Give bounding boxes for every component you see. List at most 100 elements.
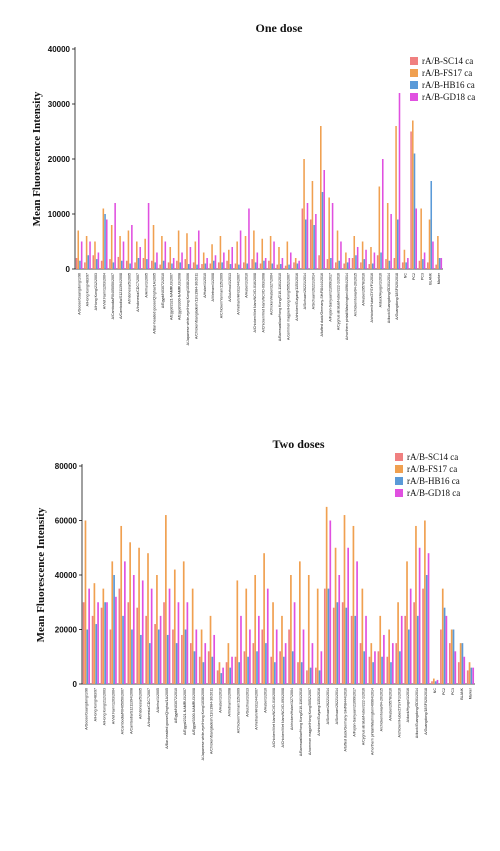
one-dose-x-tick-label: A/Barnswallow/Hong Kong/D10-1161/2010 <box>278 273 282 341</box>
two-doses-bar <box>177 602 180 684</box>
two-doses-bar <box>341 602 344 684</box>
one-dose-bar <box>77 230 80 269</box>
one-dose-bar <box>159 264 161 269</box>
one-dose-x-tick-label: A/Cambodia/R0405050/2007 <box>111 273 115 319</box>
one-dose-bar <box>121 260 123 269</box>
one-dose-bar <box>437 236 439 269</box>
two-doses-x-tick-label: A/Guangdong/18SF020/2018 <box>424 688 428 735</box>
two-doses-bar <box>266 588 269 684</box>
two-doses-bar <box>461 643 464 684</box>
one-dose-bar <box>129 263 131 269</box>
one-dose-bar <box>251 259 253 269</box>
one-dose-bar <box>363 259 366 269</box>
one-dose-x-tick-label: A/Indonesia/5/2005 <box>128 273 132 304</box>
one-dose-bar <box>410 131 412 269</box>
one-dose-bar <box>177 230 180 269</box>
one-dose-bar <box>423 252 426 269</box>
one-dose-bar <box>289 252 292 269</box>
one-dose-bar <box>390 214 392 269</box>
two-doses-bar <box>425 575 428 684</box>
two-doses-bar <box>307 575 310 684</box>
one-dose-bar <box>438 258 441 269</box>
one-dose-bar <box>187 264 190 269</box>
two-doses-y-axis-label: Mean Fluorescence Intensity <box>35 507 47 642</box>
two-doses-bar <box>198 656 201 684</box>
one-dose-bar <box>136 241 138 269</box>
two-doses-bar <box>270 656 273 684</box>
one-dose-bar <box>336 230 339 269</box>
two-doses-bar <box>275 629 278 684</box>
one-dose-x-tick-label: A/Egypt/3300-NAMRU3/2008 <box>178 273 182 320</box>
two-doses-bar <box>315 667 317 684</box>
two-doses-bar <box>231 656 233 684</box>
two-doses-bar <box>431 681 433 684</box>
two-doses-bar <box>229 667 232 684</box>
two-doses-bar <box>265 643 267 684</box>
two-doses-bar <box>359 643 362 684</box>
two-doses-x-tick-label: A/Hubei/1/2010 <box>263 688 267 713</box>
one-dose-x-tick-label: A/Hong Kong/483/97 <box>86 273 90 306</box>
one-dose-bar <box>102 208 105 269</box>
two-doses-bar <box>181 634 183 684</box>
two-doses-bar <box>213 634 216 684</box>
one-dose-bar <box>238 264 240 269</box>
two-doses-legend-swatch <box>395 465 403 473</box>
two-doses-x-tick-label: A/Japanese white-eye/Hong Kong/1038/2006 <box>201 688 205 760</box>
two-doses-bar <box>290 575 292 684</box>
one-dose-x-tick-label: A/chicken/Hubei/327/2004 <box>270 273 274 315</box>
two-doses-bar <box>109 629 112 684</box>
two-doses-bar <box>148 643 151 684</box>
one-dose-bar <box>376 255 379 269</box>
two-doses-x-tick-label: A/Cambodia/S1211394/2008 <box>129 688 133 734</box>
one-dose-bar <box>385 259 387 269</box>
one-dose-bar <box>152 225 155 269</box>
two-doses-x-tick-label: Marker <box>469 687 473 699</box>
one-dose-bar <box>318 255 320 269</box>
one-dose-x-tick-label: A/chicken/Hubei/ZYSYF1/2016 <box>370 273 374 323</box>
one-dose-bar <box>204 263 207 269</box>
two-doses-bar <box>274 662 276 684</box>
two-doses-bar <box>113 575 115 684</box>
one-dose-x-tick-label: A/chicken/Iowa/04-20/2015 <box>353 273 357 316</box>
two-doses-y-tick-label: 80000 <box>55 462 78 471</box>
one-dose-bar <box>418 260 421 269</box>
two-doses-bar <box>145 615 148 684</box>
one-dose-x-tick-label: A/Japanese white-eye/Hong Kong/1038/2006 <box>186 273 190 345</box>
one-dose-bar <box>172 258 175 269</box>
one-dose-y-tick-label: 20000 <box>48 155 71 164</box>
two-doses-bar <box>157 629 160 684</box>
two-doses-bar <box>409 588 412 684</box>
two-doses-bar <box>245 588 248 684</box>
one-dose-bar <box>181 252 183 269</box>
two-doses-bar <box>329 520 332 684</box>
two-doses-x-tick-label: A/Chicken/Viet Nam/NCVD-093/2008 <box>281 688 285 747</box>
one-dose-bar <box>154 262 157 269</box>
one-dose-bar <box>184 259 187 269</box>
two-doses-x-tick-label: A/Guizhou/1/2013 <box>245 688 249 717</box>
two-doses-bar <box>165 515 167 684</box>
two-doses-bar <box>193 651 196 684</box>
two-doses-bar <box>120 525 123 684</box>
two-doses-bar <box>416 615 419 684</box>
two-doses-bar <box>370 643 373 684</box>
two-doses-bar <box>379 615 382 684</box>
two-doses-bar <box>441 588 444 684</box>
one-dose-title: One dose <box>255 21 303 35</box>
one-dose-bar <box>253 230 255 269</box>
one-dose-bar <box>137 258 140 269</box>
one-dose-bar <box>346 262 349 269</box>
two-doses-bar <box>316 588 319 684</box>
two-doses-title: Two doses <box>272 437 324 451</box>
two-doses-x-tick-label: A/Indonesia/CDC7/2007 <box>147 688 151 727</box>
one-dose-x-tick-label: Marker <box>437 272 441 284</box>
one-dose-bar <box>412 120 414 269</box>
one-dose-bar <box>110 225 113 269</box>
two-doses-bar <box>350 615 353 684</box>
two-doses-bar <box>452 629 455 684</box>
one-dose-bar <box>217 262 220 269</box>
one-dose-bar <box>186 233 188 269</box>
one-dose-bar <box>420 208 422 269</box>
one-dose-bar <box>213 260 215 269</box>
two-doses-bar <box>97 602 99 684</box>
one-dose-bar <box>189 247 192 269</box>
